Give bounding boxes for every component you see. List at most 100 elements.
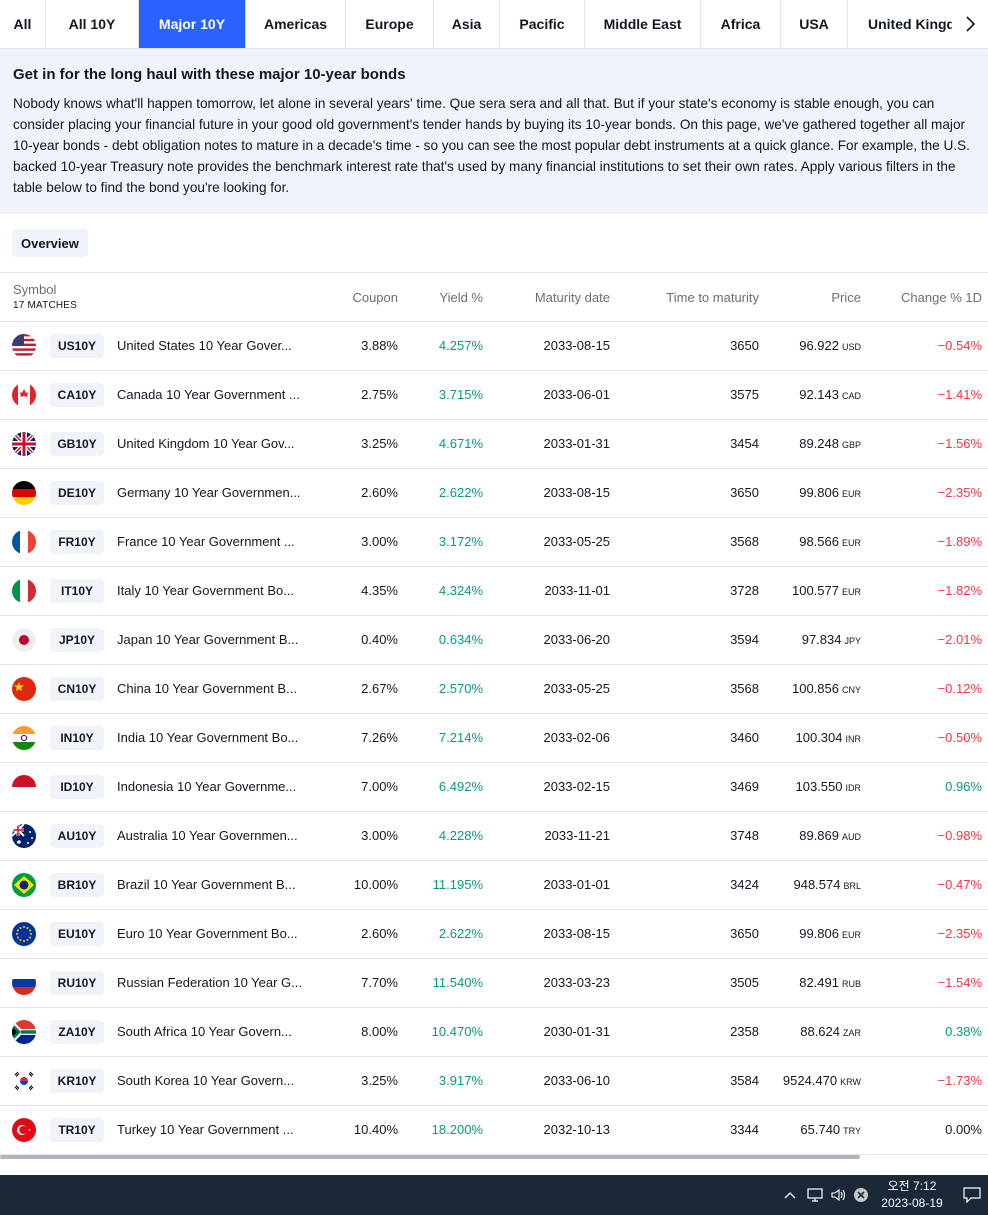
header-yield[interactable]: Yield %	[439, 290, 483, 305]
price-cell: 100.304 INR	[796, 730, 862, 745]
tab-united-kingdom[interactable]: United Kingdom	[868, 16, 977, 32]
ticker-badge[interactable]: CN10Y	[50, 677, 104, 701]
table-row[interactable]: EU10Y Euro 10 Year Government Bo... 2.60% 2…	[0, 910, 988, 959]
eu-flag-icon	[12, 922, 36, 946]
bond-name-link[interactable]: Australia 10 Year Governmen...	[117, 828, 298, 843]
ticker-badge[interactable]: KR10Y	[50, 1069, 104, 1093]
bond-name-link[interactable]: United States 10 Year Gover...	[117, 338, 292, 353]
bond-name-link[interactable]: Germany 10 Year Governmen...	[117, 485, 301, 500]
price-value: 89.248	[799, 436, 839, 451]
bond-name-link[interactable]: South Korea 10 Year Govern...	[117, 1073, 295, 1088]
tab-pacific[interactable]: Pacific	[500, 0, 585, 48]
tab-major-10y[interactable]: Major 10Y	[139, 0, 246, 48]
maturity-date-value: 2033-11-01	[544, 583, 610, 598]
tab-europe[interactable]: Europe	[346, 0, 434, 48]
ticker-badge[interactable]: AU10Y	[50, 824, 104, 848]
table-row[interactable]: BR10Y Brazil 10 Year Government B... 10.00…	[0, 861, 988, 910]
currency-code: TRY	[843, 1126, 861, 1136]
ticker-badge[interactable]: ID10Y	[50, 775, 104, 799]
bond-name-link[interactable]: France 10 Year Government ...	[117, 534, 295, 549]
yield-value: 10.470%	[431, 1024, 483, 1039]
ticker-badge[interactable]: RU10Y	[50, 971, 104, 995]
tabs-scroll-right-button[interactable]	[952, 0, 988, 48]
tab-africa[interactable]: Africa	[701, 0, 781, 48]
bond-name-link[interactable]: Japan 10 Year Government B...	[117, 632, 299, 647]
tab-usa[interactable]: USA	[781, 0, 848, 48]
price-cell: 89.869 AUD	[799, 828, 861, 843]
table-row[interactable]: IN10Y India 10 Year Government Bo... 7.26%…	[0, 714, 988, 763]
tab-middle-east[interactable]: Middle East	[585, 0, 701, 48]
time-to-maturity-value: 3748	[730, 828, 759, 843]
ru-flag-icon	[12, 971, 36, 995]
header-symbol[interactable]: Symbol	[13, 282, 57, 297]
table-row[interactable]: ID10Y Indonesia 10 Year Governme... 7.00% 6…	[0, 763, 988, 812]
currency-code: KRW	[840, 1077, 861, 1087]
time-to-maturity-value: 3460	[730, 730, 759, 745]
price-value: 9524.470	[782, 1073, 838, 1088]
header-change[interactable]: Change % 1D	[901, 290, 982, 305]
ticker-badge[interactable]: FR10Y	[50, 530, 104, 554]
table-row[interactable]: RU10Y Russian Federation 10 Year G... 7.70…	[0, 959, 988, 1008]
ticker-badge[interactable]: ZA10Y	[50, 1020, 104, 1044]
volume-icon[interactable]	[829, 1185, 847, 1205]
in-flag-icon	[12, 726, 36, 750]
ticker-badge[interactable]: JP10Y	[50, 628, 104, 652]
header-price[interactable]: Price	[831, 290, 861, 305]
ticker-badge[interactable]: IT10Y	[50, 579, 104, 603]
table-row[interactable]: JP10Y Japan 10 Year Government B... 0.40% 0…	[0, 616, 988, 665]
table-row[interactable]: AU10Y Australia 10 Year Governmen... 3.00%…	[0, 812, 988, 861]
table-row[interactable]: IT10Y Italy 10 Year Government Bo... 4.35%…	[0, 567, 988, 616]
price-value: 65.740	[800, 1122, 841, 1137]
bond-name-link[interactable]: South Africa 10 Year Govern...	[117, 1024, 292, 1039]
table-row[interactable]: US10Y United States 10 Year Gover... 3.88%…	[0, 322, 988, 371]
ticker-badge[interactable]: CA10Y	[50, 383, 104, 407]
bond-name-link[interactable]: Turkey 10 Year Government ...	[117, 1122, 294, 1137]
ticker-badge[interactable]: GB10Y	[50, 432, 104, 456]
close-circle-icon[interactable]	[852, 1185, 870, 1205]
network-icon[interactable]	[806, 1185, 824, 1205]
coupon-value: 3.88%	[361, 338, 398, 353]
chevron-up-icon[interactable]	[782, 1185, 798, 1205]
ticker-badge[interactable]: BR10Y	[50, 873, 104, 897]
table-row[interactable]: GB10Y United Kingdom 10 Year Gov... 3.25% 4…	[0, 420, 988, 469]
ticker-badge[interactable]: TR10Y	[50, 1118, 104, 1142]
bond-name-link[interactable]: Euro 10 Year Government Bo...	[117, 926, 298, 941]
header-coupon[interactable]: Coupon	[352, 290, 398, 305]
table-row[interactable]: DE10Y Germany 10 Year Governmen... 2.60% 2.…	[0, 469, 988, 518]
bond-name-link[interactable]: India 10 Year Government Bo...	[117, 730, 299, 745]
taskbar-clock[interactable]: 오전 7:12 2023-08-19	[872, 1178, 952, 1212]
ticker-badge[interactable]: US10Y	[50, 334, 104, 358]
horizontal-scrollbar[interactable]	[0, 1155, 860, 1159]
gb-flag-icon	[12, 432, 36, 456]
ticker-badge[interactable]: EU10Y	[50, 922, 104, 946]
ticker-badge[interactable]: DE10Y	[50, 481, 104, 505]
bond-name-link[interactable]: China 10 Year Government B...	[117, 681, 297, 696]
bond-name-link[interactable]: Italy 10 Year Government Bo...	[117, 583, 295, 598]
bond-name-link[interactable]: Russian Federation 10 Year G...	[117, 975, 303, 990]
yield-value: 4.228%	[438, 828, 483, 843]
table-row[interactable]: CN10Y China 10 Year Government B... 2.67% 2…	[0, 665, 988, 714]
bond-name-link[interactable]: Canada 10 Year Government ...	[117, 387, 300, 402]
maturity-date-value: 2033-08-15	[543, 926, 611, 941]
tab-americas[interactable]: Americas	[246, 0, 346, 48]
table-row[interactable]: KR10Y South Korea 10 Year Govern... 3.25% 3…	[0, 1057, 988, 1106]
tr-flag-icon	[12, 1118, 36, 1142]
tab-all-10y[interactable]: All 10Y	[46, 0, 139, 48]
table-row[interactable]: TR10Y Turkey 10 Year Government ... 10.40%…	[0, 1106, 988, 1155]
maturity-date-value: 2033-02-06	[543, 730, 611, 745]
notifications-icon[interactable]	[962, 1185, 982, 1205]
bond-name-link[interactable]: Indonesia 10 Year Governme...	[117, 779, 297, 794]
table-row[interactable]: FR10Y France 10 Year Government ... 3.00% 3…	[0, 518, 988, 567]
header-maturity-date[interactable]: Maturity date	[534, 290, 610, 305]
overview-tab[interactable]: Overview	[12, 229, 88, 257]
tab-asia[interactable]: Asia	[434, 0, 500, 48]
bond-name-link[interactable]: Brazil 10 Year Government B...	[117, 877, 296, 892]
tab-all[interactable]: All	[0, 0, 46, 48]
table-row[interactable]: CA10Y Canada 10 Year Government ... 2.75% 3…	[0, 371, 988, 420]
header-time-to-maturity[interactable]: Time to maturity	[666, 290, 759, 305]
change-value: −0.54%	[937, 338, 982, 353]
ticker-badge[interactable]: IN10Y	[50, 726, 104, 750]
bond-name-link[interactable]: United Kingdom 10 Year Gov...	[117, 436, 295, 451]
time-to-maturity-value: 2358	[730, 1024, 759, 1039]
table-row[interactable]: ZA10Y South Africa 10 Year Govern... 8.00%…	[0, 1008, 988, 1057]
